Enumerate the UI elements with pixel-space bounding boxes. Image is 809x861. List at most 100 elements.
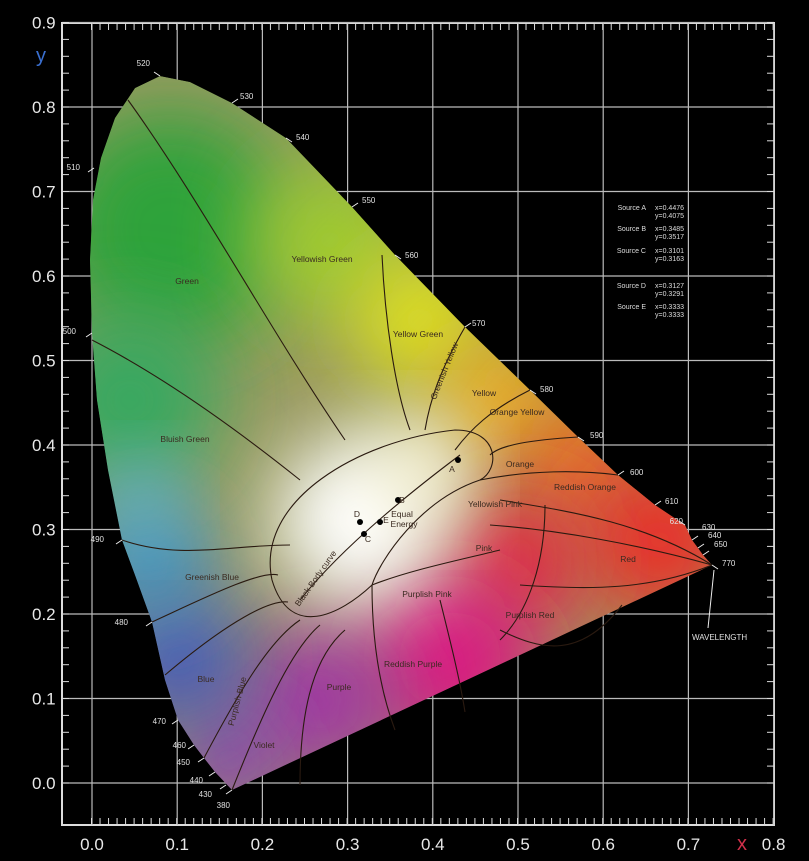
source-x-value: x=0.4476: [655, 205, 684, 212]
source-name: Source D: [617, 283, 646, 290]
wavelength-label: 620: [670, 517, 684, 526]
region-boundary: [499, 504, 546, 641]
source-point-label: B: [399, 495, 405, 505]
wavelength-label: 770: [722, 559, 736, 568]
color-blob: [90, 110, 290, 350]
wavelength-label: 530: [240, 92, 254, 101]
source-name: Source A: [618, 205, 647, 212]
source-y-value: y=0.3163: [655, 256, 684, 263]
x-tick-label: 0.0: [80, 835, 104, 854]
region-boundary: [424, 326, 466, 431]
region-label: Yellowish Green: [291, 254, 352, 264]
region-label: Reddish Purple: [384, 659, 442, 669]
region-label: Blue: [197, 674, 214, 684]
region-label: Bluish Green: [160, 434, 209, 444]
region-boundary: [454, 389, 531, 451]
wavelength-tick: [464, 322, 472, 328]
source-point-label: A: [449, 464, 455, 474]
x-tick-label: 0.1: [165, 835, 189, 854]
wavelength-label: 380: [217, 801, 231, 810]
wavelength-tick: [219, 784, 227, 790]
wavelength-label: 540: [296, 133, 310, 142]
y-tick-label: 0.3: [32, 521, 56, 540]
region-label: Green: [175, 276, 199, 286]
wavelength-label: 480: [115, 618, 129, 627]
region-label: Violet: [253, 740, 275, 750]
wavelength-tick: [197, 757, 205, 763]
wavelength-tick: [529, 389, 537, 395]
region-boundary: [371, 584, 396, 731]
color-blob: [370, 420, 470, 520]
region-boundary: [479, 471, 619, 481]
region-label: Orange Yellow: [490, 407, 546, 417]
x-axis-label: x: [737, 833, 747, 855]
x-tick-label: 0.2: [251, 835, 275, 854]
source-point-label: E: [383, 515, 389, 525]
source-name: Source B: [617, 226, 646, 233]
x-tick-label: 0.8: [762, 835, 786, 854]
y-axis-label: y: [36, 45, 46, 67]
wavelength-tick: [85, 332, 93, 338]
region-boundary: [499, 499, 713, 566]
wavelength-tick: [654, 500, 662, 506]
wavelength-label: 570: [472, 319, 486, 328]
region-label: Red: [620, 554, 636, 564]
region-boundary: [231, 624, 321, 791]
wavelength-tick: [285, 137, 293, 143]
wavelength-tick: [702, 550, 710, 556]
wavelength-label: 590: [590, 431, 604, 440]
source-y-value: y=0.3291: [655, 291, 684, 298]
source-point-c: [361, 531, 367, 537]
y-tick-label: 0.9: [32, 14, 56, 33]
region-boundary: [371, 549, 501, 586]
source-point-e: [377, 519, 383, 525]
wavelength-tick: [678, 520, 686, 526]
source-point-b: [395, 497, 401, 503]
source-point-a: [455, 457, 461, 463]
wavelength-caption: WAVELENGTH: [692, 633, 747, 642]
y-tick-label: 0.6: [32, 267, 56, 286]
region-label: Purplish Red: [506, 610, 555, 620]
region-label: Greenish Blue: [185, 572, 239, 582]
wavelength-label: 580: [540, 385, 554, 394]
wavelength-tick: [577, 436, 585, 442]
wavelength-label: 440: [190, 776, 204, 785]
region-label: Purplish Pink: [402, 589, 452, 599]
color-blob: [90, 310, 220, 490]
region-boundary: [489, 524, 713, 566]
region-boundary: [299, 454, 461, 601]
source-name: Source C: [617, 248, 646, 255]
x-tick-label: 0.5: [506, 835, 530, 854]
region-boundary: [203, 619, 301, 759]
region-boundary: [91, 339, 301, 481]
x-tick-label: 0.6: [591, 835, 615, 854]
source-point-label: D: [354, 509, 360, 519]
wavelength-label: 510: [67, 163, 81, 172]
source-x-value: x=0.3127: [655, 283, 684, 290]
source-point-label: C: [365, 534, 371, 544]
color-blob: [100, 460, 180, 540]
region-boundary: [381, 254, 411, 431]
region-label: Yellow: [472, 388, 497, 398]
wavelength-tick: [691, 535, 699, 541]
wavelength-label: 460: [173, 741, 187, 750]
source-y-value: y=0.4075: [655, 213, 684, 220]
wavelength-label: 430: [199, 790, 213, 799]
wavelength-pointer: [707, 569, 715, 629]
source-y-value: y=0.3333: [655, 312, 684, 319]
equal-energy-label-1: Equal: [391, 509, 413, 519]
region-boundary: [151, 573, 279, 623]
wavelength-label: 490: [91, 535, 105, 544]
source-name: Source E: [617, 304, 646, 311]
wavelength-tick: [231, 98, 239, 104]
region-label: Pink: [476, 543, 493, 553]
region-label: Orange: [506, 459, 535, 469]
wavelength-tick: [145, 621, 153, 627]
wavelength-tick: [171, 719, 179, 725]
y-tick-label: 0.5: [32, 352, 56, 371]
region-label: Purple: [327, 682, 352, 692]
region-boundary: [164, 601, 289, 676]
region-boundary: [127, 99, 346, 441]
wavelength-label: 550: [362, 196, 376, 205]
